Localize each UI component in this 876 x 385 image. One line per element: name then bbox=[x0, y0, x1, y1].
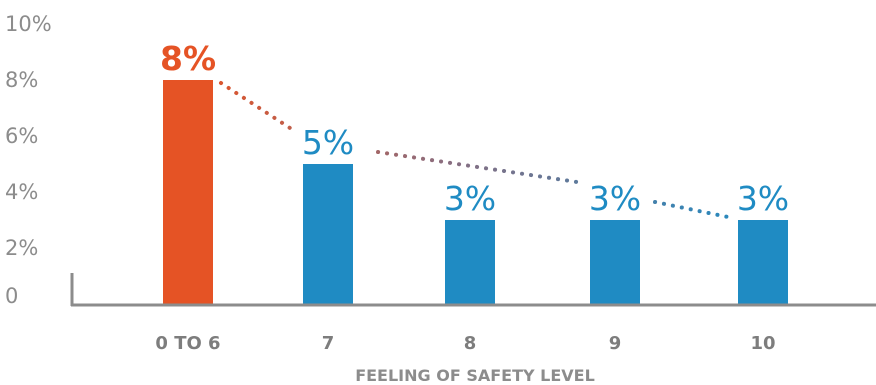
data-label: 3% bbox=[737, 179, 789, 218]
bar bbox=[163, 80, 213, 304]
bar bbox=[590, 220, 640, 304]
bar bbox=[445, 220, 495, 304]
axes bbox=[70, 273, 876, 307]
y-axis-tick-labels: 0 2% 4% 6% 8% 10% bbox=[5, 12, 52, 308]
y-tick-label: 8% bbox=[5, 68, 38, 92]
data-label: 8% bbox=[160, 39, 216, 78]
trend-line-segment bbox=[219, 81, 292, 130]
y-tick-label: 0 bbox=[5, 284, 18, 308]
x-axis-title: FEELING OF SAFETY LEVEL bbox=[355, 366, 595, 385]
y-tick-label: 4% bbox=[5, 180, 38, 204]
x-tick-label: 7 bbox=[322, 333, 335, 354]
x-tick-label: 0 TO 6 bbox=[155, 333, 220, 354]
bar bbox=[738, 220, 788, 304]
x-tick-label: 9 bbox=[609, 333, 622, 354]
y-tick-label: 2% bbox=[5, 236, 38, 260]
bar bbox=[303, 164, 353, 304]
data-label: 3% bbox=[589, 179, 641, 218]
y-tick-label: 10% bbox=[5, 12, 52, 36]
data-label: 5% bbox=[302, 123, 354, 162]
value-labels: 8% 5% 3% 3% 3% bbox=[160, 39, 789, 218]
x-tick-label: 8 bbox=[464, 333, 477, 354]
data-label: 3% bbox=[444, 179, 496, 218]
x-axis-tick-labels: 0 TO 6 7 8 9 10 bbox=[155, 333, 775, 354]
bars bbox=[163, 80, 788, 304]
y-tick-label: 6% bbox=[5, 124, 38, 148]
x-tick-label: 10 bbox=[750, 333, 775, 354]
trend-line-segment bbox=[653, 200, 735, 220]
trend-line-segment bbox=[376, 150, 579, 184]
